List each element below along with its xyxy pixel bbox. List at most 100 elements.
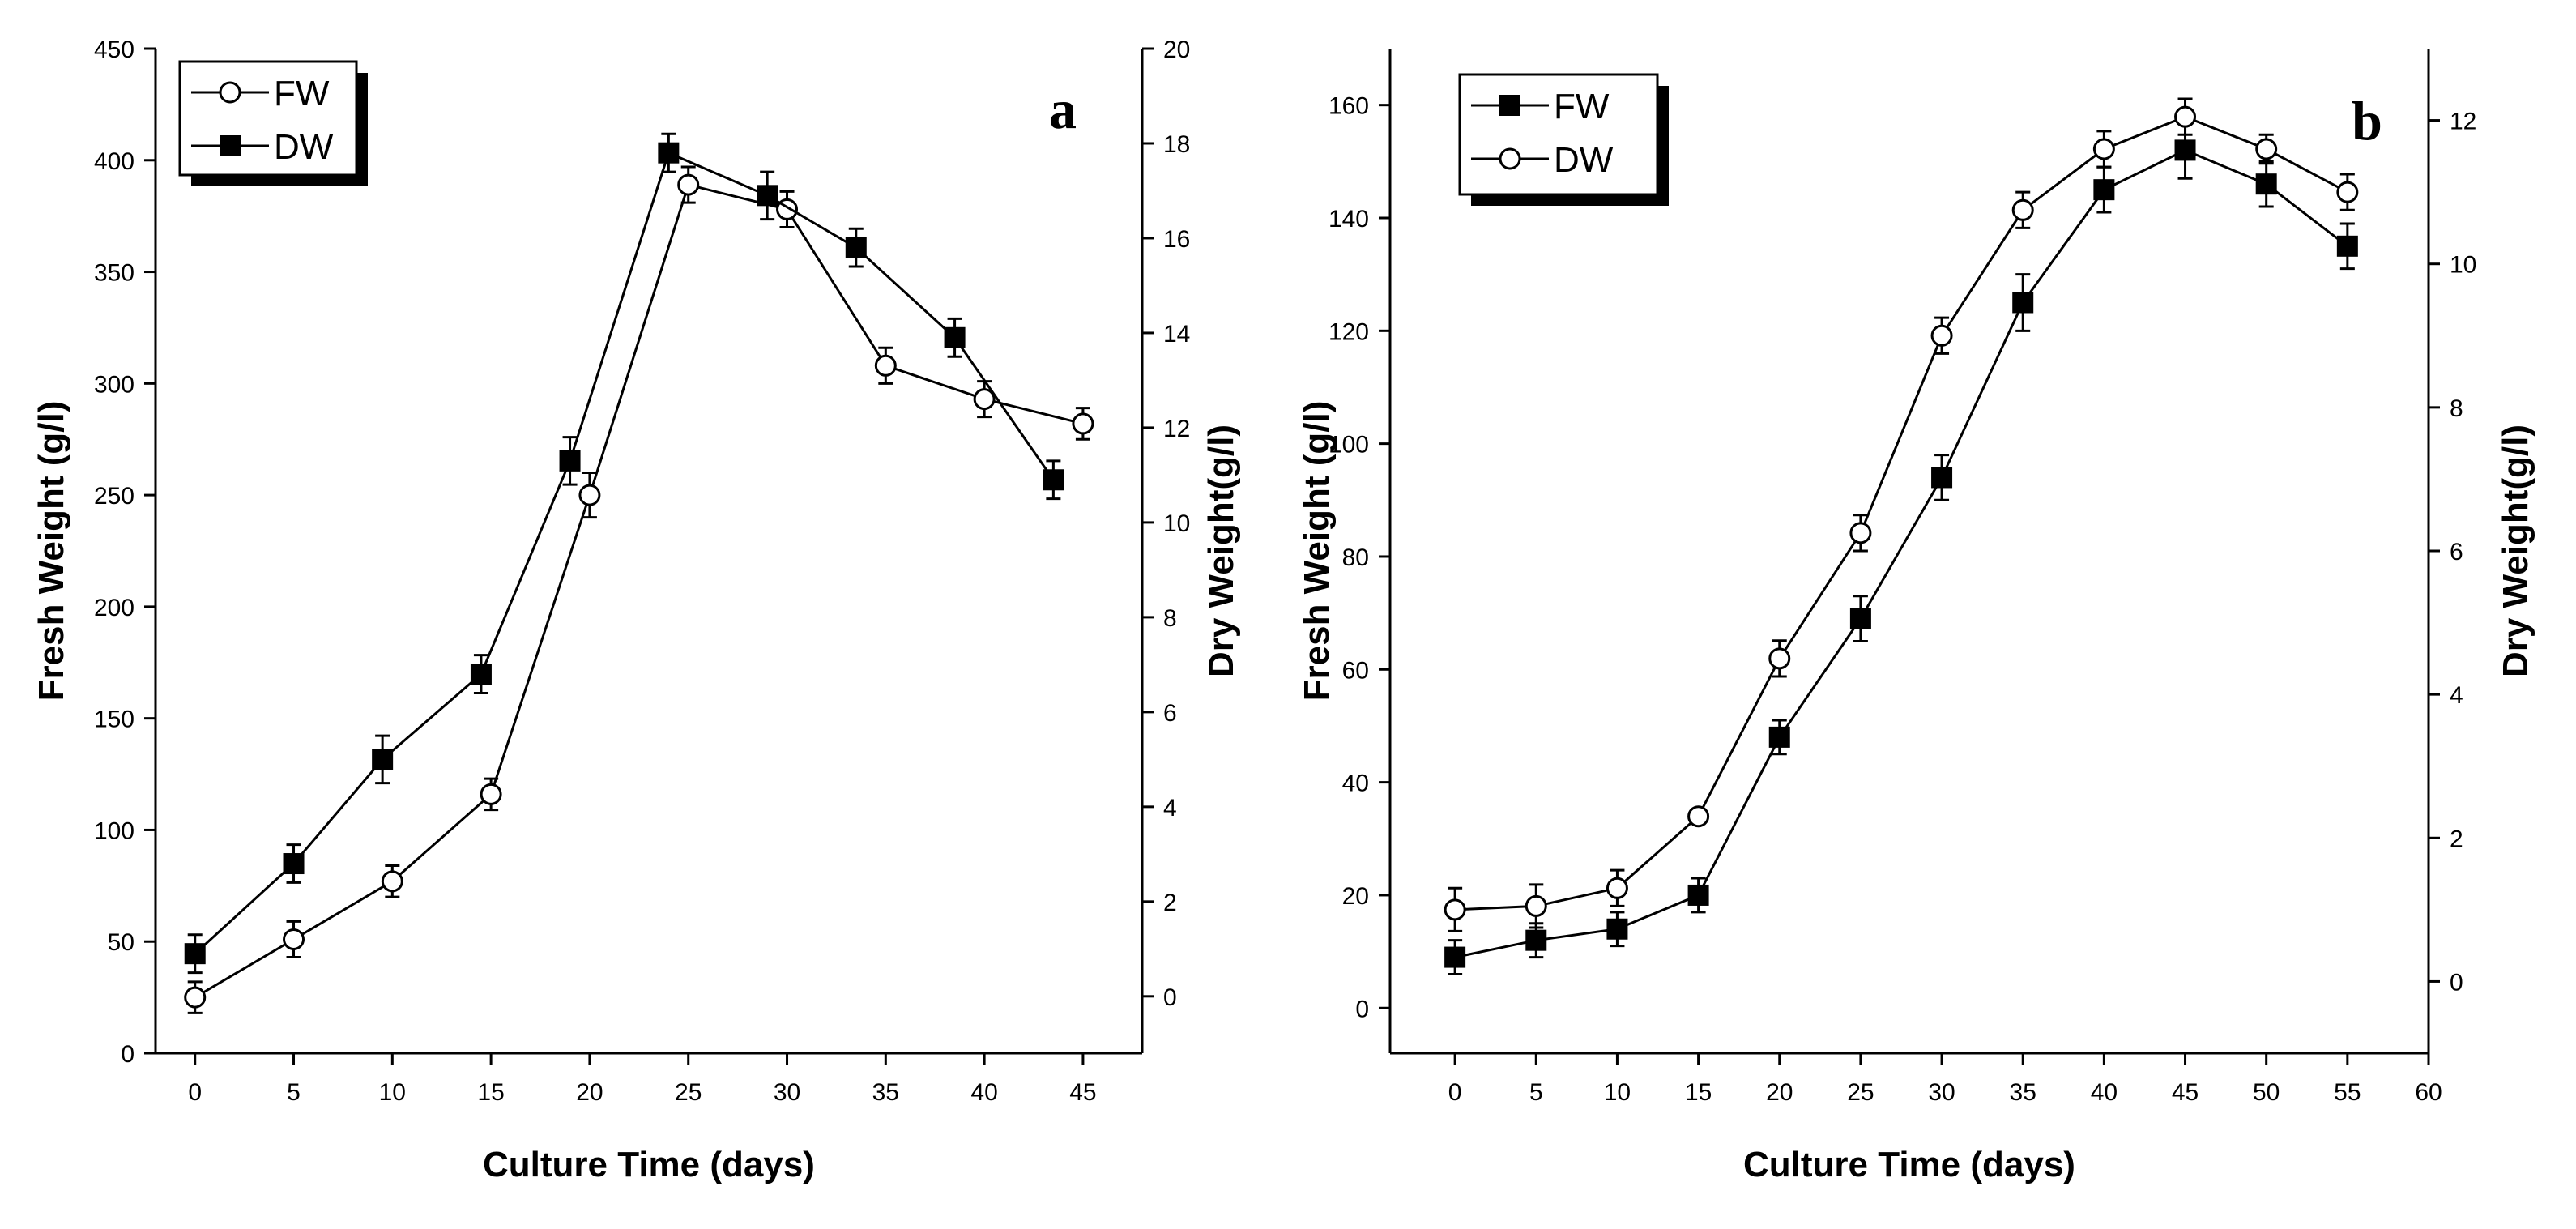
data-point [1444,946,1466,968]
legend-marker [220,135,241,156]
data-point [1768,726,1790,748]
y-tick-label-right: 16 [1163,226,1190,253]
data-point [1687,805,1710,828]
y-tick-label-left: 300 [94,371,134,398]
data-point [1931,467,1953,489]
y-tick-label-right: 20 [1163,36,1190,63]
y-tick-label-left: 140 [1329,206,1369,233]
y-tick-label-left: 120 [1329,318,1369,345]
data-point [184,986,207,1009]
data-point [559,450,581,472]
data-point [2093,179,2115,201]
data-point [677,173,700,196]
y-axis-label-left: Fresh Weight (g/l) [32,401,71,702]
series-line [1454,148,2348,959]
y-tick-label-left: 350 [94,260,134,287]
data-point [1043,469,1064,491]
x-tick-label: 0 [188,1079,202,1106]
y-tick-label-right: 10 [2450,252,2476,279]
panel-label: b [2352,90,2382,151]
x-tick-label: 10 [379,1079,406,1106]
x-tick-label: 35 [872,1079,899,1106]
legend-label-fw: FW [1554,87,1610,126]
y-tick-label-right: 4 [1163,795,1177,821]
y-tick-label-left: 20 [1342,883,1369,910]
y-axis-label-right: Dry Weight(g/l) [1201,425,1241,677]
x-axis-label: Culture Time (days) [483,1145,815,1184]
y-tick-label-right: 6 [2450,539,2463,565]
data-point [1525,929,1547,951]
data-point [1072,412,1094,435]
legend-marker [219,81,241,104]
y-tick-label-left: 400 [94,148,134,175]
legend-label-fw: FW [274,74,330,113]
y-tick-label-left: 0 [1355,996,1369,1022]
y-tick-label-left: 160 [1329,93,1369,120]
y-axis-label-right: Dry Weight(g/l) [2496,425,2535,677]
chart-panel-b: 0 5 10 15 20 25 30 35 40 45 50 55 600204060801001201… [1297,49,2535,1184]
series-line [194,151,1055,955]
data-point [2255,138,2278,160]
x-tick-label: 50 [2253,1079,2280,1106]
data-point [372,749,394,770]
chart-panel-a: 0 5 10 15 20 25 30 35 40 450501001502002503003504… [32,36,1241,1184]
data-point [1930,324,1953,347]
y-tick-label-left: 80 [1342,544,1369,571]
data-point [2011,198,2034,221]
x-tick-label: 60 [2415,1079,2442,1106]
y-tick-label-left: 200 [94,595,134,621]
y-tick-label-right: 12 [1163,416,1190,442]
legend-label-dw: DW [274,127,334,167]
data-point [973,388,996,411]
data-point [944,326,966,348]
legend: FW DW [178,60,368,186]
y-tick-label-right: 2 [2450,826,2463,852]
y-tick-label-left: 0 [121,1041,134,1068]
y-tick-label-right: 12 [2450,109,2476,135]
data-point [2012,292,2034,314]
legend-label-dw: DW [1554,140,1614,180]
data-point [1606,918,1628,940]
x-tick-label: 30 [774,1079,800,1106]
data-point [757,185,778,207]
y-tick-label-right: 2 [1163,890,1177,916]
data-point [2255,173,2277,195]
y-tick-label-left: 150 [94,706,134,733]
data-point [845,237,867,258]
data-point [381,870,403,893]
y-axis-label-left: Fresh Weight (g/l) [1297,401,1337,702]
x-tick-label: 15 [1685,1079,1712,1106]
data-point [470,664,492,685]
series-dw [184,132,1064,975]
y-tick-label-right: 6 [1163,700,1177,727]
data-point [578,484,601,506]
data-point [2336,235,2358,257]
y-tick-label-right: 8 [1163,605,1177,632]
y-tick-label-right: 0 [2450,969,2463,996]
series-fw [1444,121,2358,975]
legend-marker [1499,95,1520,116]
y-tick-label-left: 100 [94,817,134,844]
x-tick-label: 5 [1529,1079,1543,1106]
legend: FW DW [1458,73,1669,206]
data-point [2174,139,2196,161]
data-point [2336,181,2359,203]
data-point [2174,105,2197,128]
x-tick-label: 25 [675,1079,702,1106]
x-tick-label: 20 [1766,1079,1793,1106]
data-point [1606,877,1628,899]
y-tick-label-right: 0 [1163,984,1177,1011]
data-point [1444,898,1466,921]
legend-box [1458,73,1659,196]
data-point [658,142,680,164]
data-point [874,354,897,377]
panel-label: a [1049,79,1077,140]
x-tick-label: 55 [2334,1079,2361,1106]
data-point [2092,138,2115,160]
series-fw [184,165,1094,1014]
data-point [283,853,305,875]
x-tick-label: 10 [1604,1079,1631,1106]
x-tick-label: 20 [576,1079,603,1106]
